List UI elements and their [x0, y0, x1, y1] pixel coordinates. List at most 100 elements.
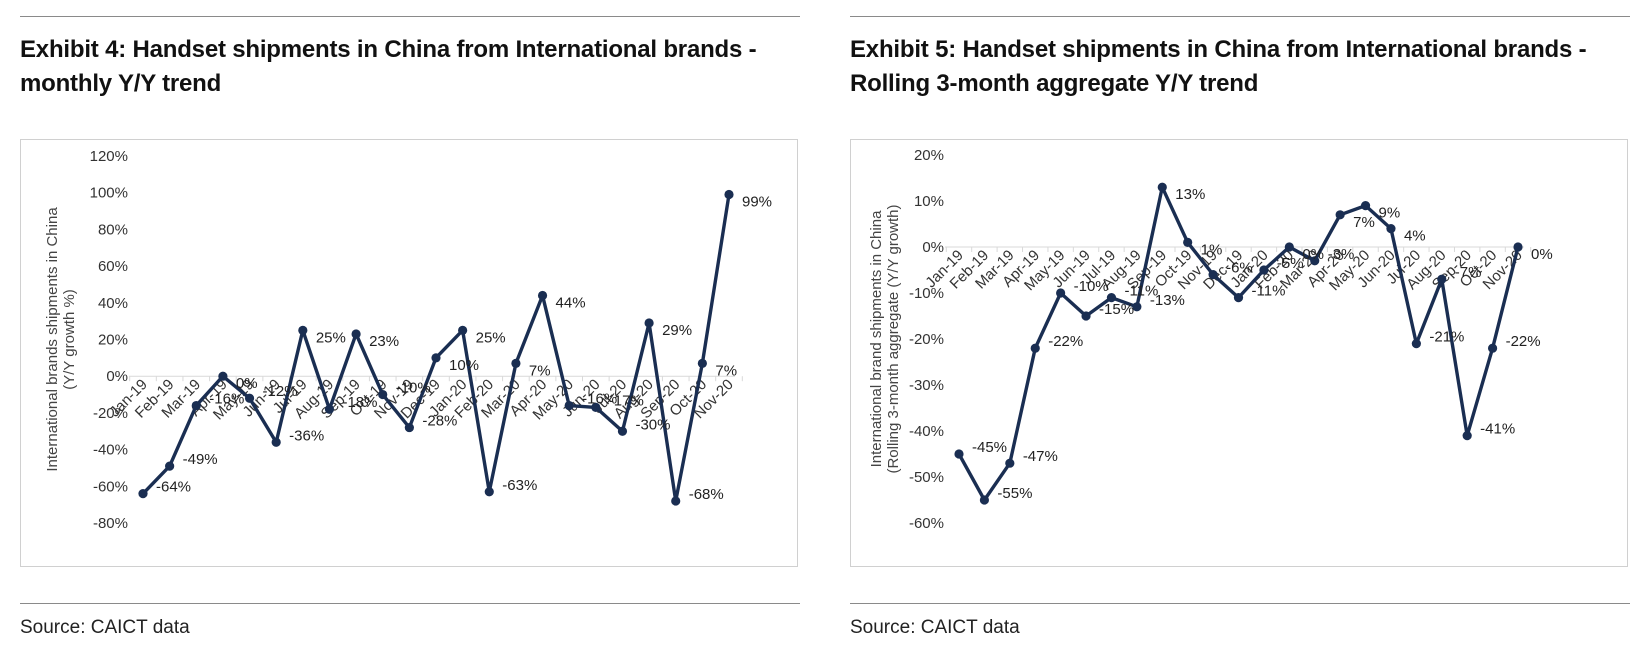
- data-label: -16%: [209, 391, 244, 408]
- data-point: [644, 318, 654, 328]
- y-tick-label: -10%: [909, 285, 944, 302]
- data-label: 25%: [476, 329, 506, 346]
- data-point: [1462, 431, 1472, 441]
- data-label: -28%: [422, 413, 457, 430]
- series-line: [141, 194, 731, 503]
- y-tick-label: 80%: [98, 221, 128, 238]
- data-point: [591, 402, 601, 412]
- y-tick-label: 60%: [98, 258, 128, 275]
- data-point: [724, 189, 734, 200]
- data-point: [1233, 293, 1244, 303]
- y-tick-label: 0%: [922, 239, 944, 256]
- y-tick-label: 10%: [914, 193, 944, 210]
- data-label: -7%: [1455, 264, 1482, 281]
- data-point: [537, 290, 548, 301]
- data-label: -41%: [1480, 421, 1515, 438]
- data-point: [671, 496, 681, 506]
- data-label: -10%: [1074, 278, 1109, 295]
- data-point: [484, 487, 494, 497]
- data-point: [458, 325, 468, 335]
- bottom-rule: [850, 603, 1630, 604]
- data-label: 7%: [1353, 214, 1375, 231]
- exhibit-4-chart: -80% -60% -40% -20% 0% 20% 40% 60% 80% 100% 120% In…: [44, 148, 772, 532]
- data-point: [351, 329, 361, 339]
- data-point: [1513, 242, 1523, 252]
- data-point: [1208, 270, 1218, 280]
- y-tick-label: -80%: [93, 515, 128, 532]
- data-point: [1005, 458, 1015, 468]
- top-rule: [20, 16, 800, 17]
- data-point: [1056, 288, 1066, 298]
- data-label: 23%: [369, 333, 399, 350]
- data-label: -13%: [1150, 292, 1185, 309]
- data-label: -3%: [1328, 246, 1355, 263]
- data-label: -49%: [183, 451, 218, 468]
- data-label: 1%: [1201, 241, 1223, 258]
- data-point: [1335, 210, 1345, 220]
- data-point: [1360, 201, 1371, 211]
- y-tick-label: -30%: [909, 377, 944, 394]
- bottom-rule: [20, 603, 800, 604]
- exhibit-4-source: Source: CAICT data: [20, 617, 190, 638]
- exhibit-5-panel: Exhibit 5: Handset shipments in China fr…: [850, 0, 1640, 648]
- exhibit-5-title: Exhibit 5: Handset shipments in China fr…: [850, 36, 1587, 97]
- data-point: [1030, 343, 1040, 353]
- y-tick-label: 100%: [90, 185, 128, 202]
- y-tick-label: -40%: [93, 442, 128, 459]
- y-axis-title-line: International brands shipments in China: [44, 207, 61, 472]
- data-label: -10%: [396, 380, 431, 397]
- data-point: [1259, 265, 1269, 275]
- data-point: [244, 393, 255, 403]
- data-label: -64%: [156, 479, 191, 496]
- y-tick-label: -40%: [909, 423, 944, 440]
- data-label: 25%: [316, 329, 346, 346]
- data-point: [1411, 339, 1421, 349]
- exhibit-4-title: Exhibit 4: Handset shipments in China fr…: [20, 36, 757, 97]
- data-label: -11%: [1124, 283, 1158, 300]
- y-tick-label: 20%: [98, 332, 128, 349]
- data-point: [1437, 274, 1447, 284]
- data-point: [1157, 182, 1167, 192]
- data-label: -11%: [1252, 283, 1286, 300]
- data-point: [378, 389, 388, 400]
- exhibit-5-source: Source: CAICT data: [850, 617, 1020, 638]
- data-label: 7%: [529, 362, 551, 379]
- data-label: -47%: [1023, 448, 1058, 465]
- data-label: -15%: [1099, 301, 1134, 318]
- data-point: [1183, 237, 1193, 247]
- data-point: [1386, 224, 1396, 234]
- data-label: -16%: [582, 391, 617, 408]
- y-tick-label: 120%: [90, 148, 128, 165]
- data-label: -68%: [689, 486, 724, 503]
- data-label: 13%: [1175, 186, 1205, 203]
- data-label: -22%: [1506, 333, 1541, 350]
- y-axis-title-line: (Rolling 3-month aggregate (Y/Y growth): [885, 204, 902, 473]
- data-point: [1487, 343, 1498, 353]
- data-label: -17%: [609, 392, 644, 409]
- data-label: 0%: [236, 375, 258, 392]
- data-label: -36%: [289, 427, 324, 444]
- exhibit-4-panel: Exhibit 4: Handset shipments in China fr…: [20, 0, 820, 648]
- data-point: [979, 495, 990, 505]
- data-label: -30%: [635, 416, 670, 433]
- data-point: [511, 358, 521, 368]
- y-tick-label: 40%: [98, 295, 128, 312]
- data-label: -18%: [342, 394, 377, 411]
- y-tick-label: 0%: [106, 368, 128, 385]
- data-point: [617, 426, 628, 436]
- y-tick-label: -20%: [909, 331, 944, 348]
- data-point: [1081, 311, 1091, 321]
- exhibit-4-chart-box: -80% -60% -40% -20% 0% 20% 40% 60% 80% 100% 120% In…: [20, 139, 798, 567]
- data-point: [298, 325, 308, 335]
- y-axis-title: International brands shipments in China(…: [44, 207, 78, 472]
- y-tick-label: -60%: [93, 478, 128, 495]
- data-point: [271, 437, 281, 447]
- top-rule: [850, 16, 1630, 17]
- y-tick-label: -50%: [909, 469, 944, 486]
- data-label: 0%: [1531, 246, 1553, 263]
- y-tick-label: -20%: [93, 405, 128, 422]
- y-axis-title: International brand shipments in China(R…: [868, 204, 902, 473]
- data-label: 0%: [1302, 246, 1324, 263]
- data-label: -5%: [1277, 255, 1304, 272]
- data-label: 10%: [449, 357, 479, 374]
